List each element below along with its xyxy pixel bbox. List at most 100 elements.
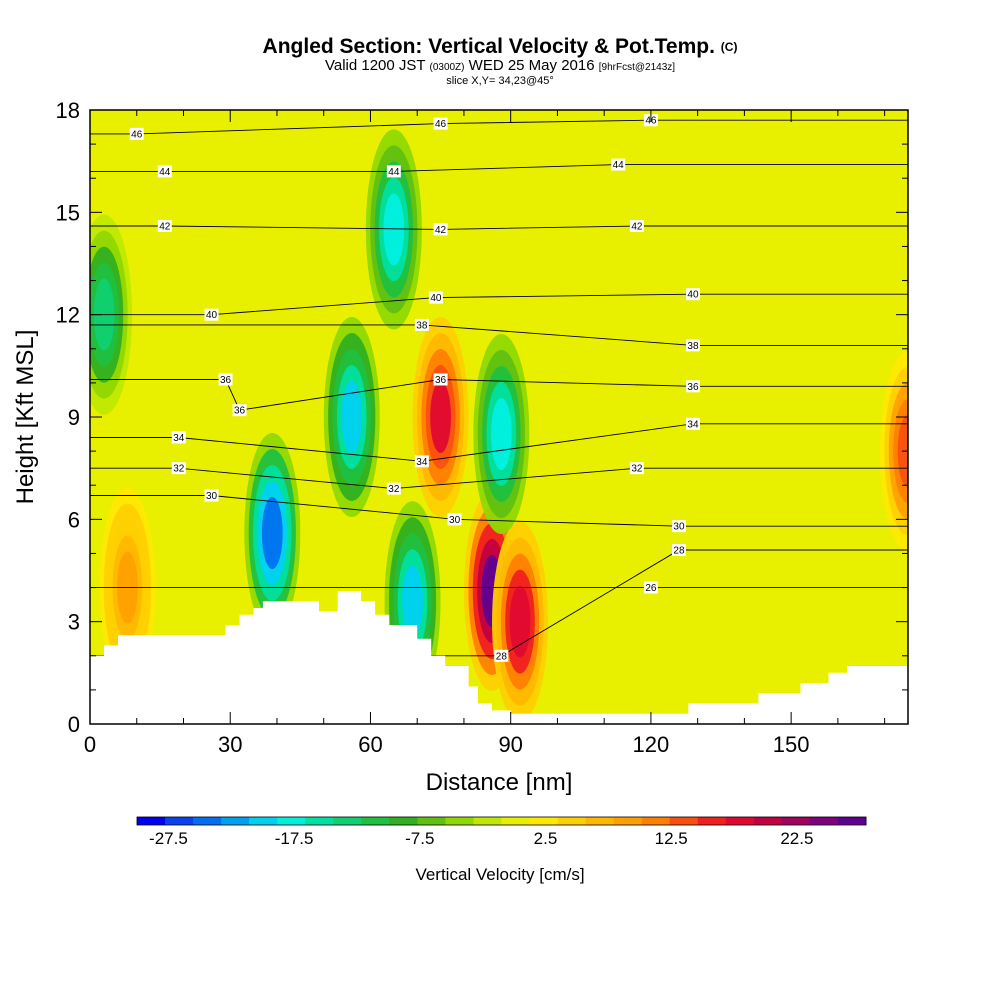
contour-label-text: 38	[416, 320, 428, 331]
x-tick-label: 30	[218, 732, 242, 757]
colorbar-tick-label: 2.5	[534, 829, 558, 848]
x-tick-label: 0	[84, 732, 96, 757]
colorbar-swatch	[613, 817, 643, 825]
terrain-mask	[90, 591, 908, 724]
contour-label-text: 44	[613, 160, 625, 171]
contour-label-text: 36	[435, 375, 447, 386]
slice-info: slice X,Y= 34,23@45°	[446, 75, 554, 87]
contour-label-text: 32	[173, 464, 185, 475]
vv-cell-7	[383, 193, 405, 266]
contour-label-10: 40	[428, 291, 443, 304]
colorbar-swatch	[585, 817, 615, 825]
contour-label-text: 28	[673, 546, 685, 557]
y-tick-label: 6	[68, 507, 80, 532]
contour-label-12: 38	[414, 318, 429, 331]
colorbar-tick-label: -17.5	[275, 829, 314, 848]
contour-label-22: 32	[386, 482, 401, 495]
chart-title: Angled Section: Vertical Velocity & Pot.…	[0, 36, 1000, 58]
forecast-info: [9hrFcst@2143z]	[598, 62, 676, 73]
contour-label-29: 26	[643, 581, 658, 594]
contour-label-text: 30	[449, 515, 461, 526]
y-tick-label: 9	[68, 405, 80, 430]
colorbar-swatch	[557, 817, 587, 825]
colorbar-swatch	[249, 817, 278, 825]
colorbar-swatch	[781, 817, 811, 825]
contour-label-text: 34	[416, 457, 428, 468]
contour-label-11: 40	[685, 288, 700, 301]
x-axis: 0 30 60 90 120 150	[84, 110, 886, 757]
vv-cell-2	[430, 381, 451, 453]
contour-label-box	[611, 158, 626, 171]
contour-label-box	[433, 373, 448, 386]
colorbar-swatch	[361, 817, 390, 825]
contour-label-25: 30	[447, 513, 462, 526]
contour-label-19: 34	[414, 455, 429, 468]
y-tick-label: 12	[56, 303, 80, 328]
contour-label-box	[685, 288, 700, 301]
contour-label-text: 46	[435, 119, 447, 130]
contour-label-box	[447, 513, 462, 526]
y-tick-label: 3	[68, 610, 80, 635]
valid-utc: (0300Z)	[429, 62, 465, 73]
colorbar-swatch	[669, 817, 699, 825]
contour-label-box	[433, 223, 448, 236]
contour-label-6: 42	[157, 219, 172, 232]
colorbar-frame	[136, 816, 867, 826]
colorbar-swatch	[445, 817, 474, 825]
colorbar-swatch	[193, 817, 222, 825]
contour-label-text: 42	[159, 221, 171, 232]
contour-label-16: 36	[685, 380, 700, 393]
colorbar-title: Vertical Velocity [cm/s]	[415, 865, 584, 884]
x-axis-title: Distance [nm]	[426, 769, 573, 796]
contour-label-text: 36	[234, 406, 246, 417]
contour-label-box	[629, 462, 644, 475]
contour-label-box	[685, 380, 700, 393]
contour-label-13: 38	[685, 339, 700, 352]
vertical-velocity-field	[90, 110, 908, 724]
contour-label-box	[386, 165, 401, 178]
contour-label-box	[157, 165, 172, 178]
vv-cell-6	[341, 381, 363, 453]
valid-time: Valid 1200 JST	[324, 57, 426, 74]
contour-label-text: 28	[496, 651, 508, 662]
contour-label-21: 32	[171, 462, 186, 475]
colorbar-swatch	[809, 817, 839, 825]
vv-cell-0	[261, 496, 283, 569]
contour-label-box	[232, 404, 247, 417]
contour-label-17: 36	[232, 404, 247, 417]
contour-label-text: 34	[173, 433, 185, 444]
chart-subtitle: Valid 1200 JST (0300Z) WED 25 May 2016 […	[0, 58, 1000, 75]
contour-label-box	[494, 649, 509, 662]
x-tick-label: 120	[633, 732, 670, 757]
x-tick-label: 60	[358, 732, 382, 757]
contour-label-7: 42	[433, 223, 448, 236]
colorbar-swatch	[417, 817, 446, 825]
colorbar-swatch	[753, 817, 783, 825]
y-tick-label: 18	[56, 98, 80, 123]
contour-label-text: 42	[631, 221, 643, 232]
y-axis-title: Height [Kft MSL]	[12, 330, 39, 505]
contour-label-5: 44	[611, 158, 626, 171]
contour-label-box	[685, 339, 700, 352]
colorbar-tick-label: 12.5	[655, 829, 688, 848]
colorbar-swatch	[529, 817, 558, 825]
colorbar-swatch	[501, 817, 530, 825]
contour-label-1: 46	[433, 117, 448, 130]
contour-label-text: 38	[687, 341, 699, 352]
contour-label-27: 28	[671, 544, 686, 557]
contour-label-0: 46	[129, 127, 144, 140]
chart-title-block: Angled Section: Vertical Velocity & Pot.…	[0, 36, 1000, 88]
isentrope-38	[90, 324, 908, 346]
vv-cell-3	[509, 585, 531, 658]
contour-label-text: 36	[687, 382, 699, 393]
contour-label-box	[685, 417, 700, 430]
contour-label-text: 32	[388, 484, 400, 495]
contour-label-box	[414, 455, 429, 468]
contour-label-28: 28	[494, 649, 509, 662]
contour-label-23: 32	[629, 462, 644, 475]
contour-label-4: 44	[386, 165, 401, 178]
colorbar-swatch	[641, 817, 671, 825]
colorbar-swatch	[137, 817, 166, 825]
contour-label-box	[433, 117, 448, 130]
contour-label-text: 30	[206, 491, 218, 502]
